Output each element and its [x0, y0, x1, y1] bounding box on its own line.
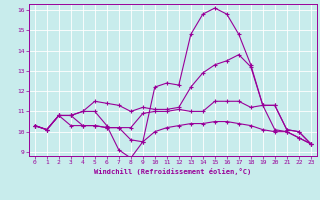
X-axis label: Windchill (Refroidissement éolien,°C): Windchill (Refroidissement éolien,°C)	[94, 168, 252, 175]
